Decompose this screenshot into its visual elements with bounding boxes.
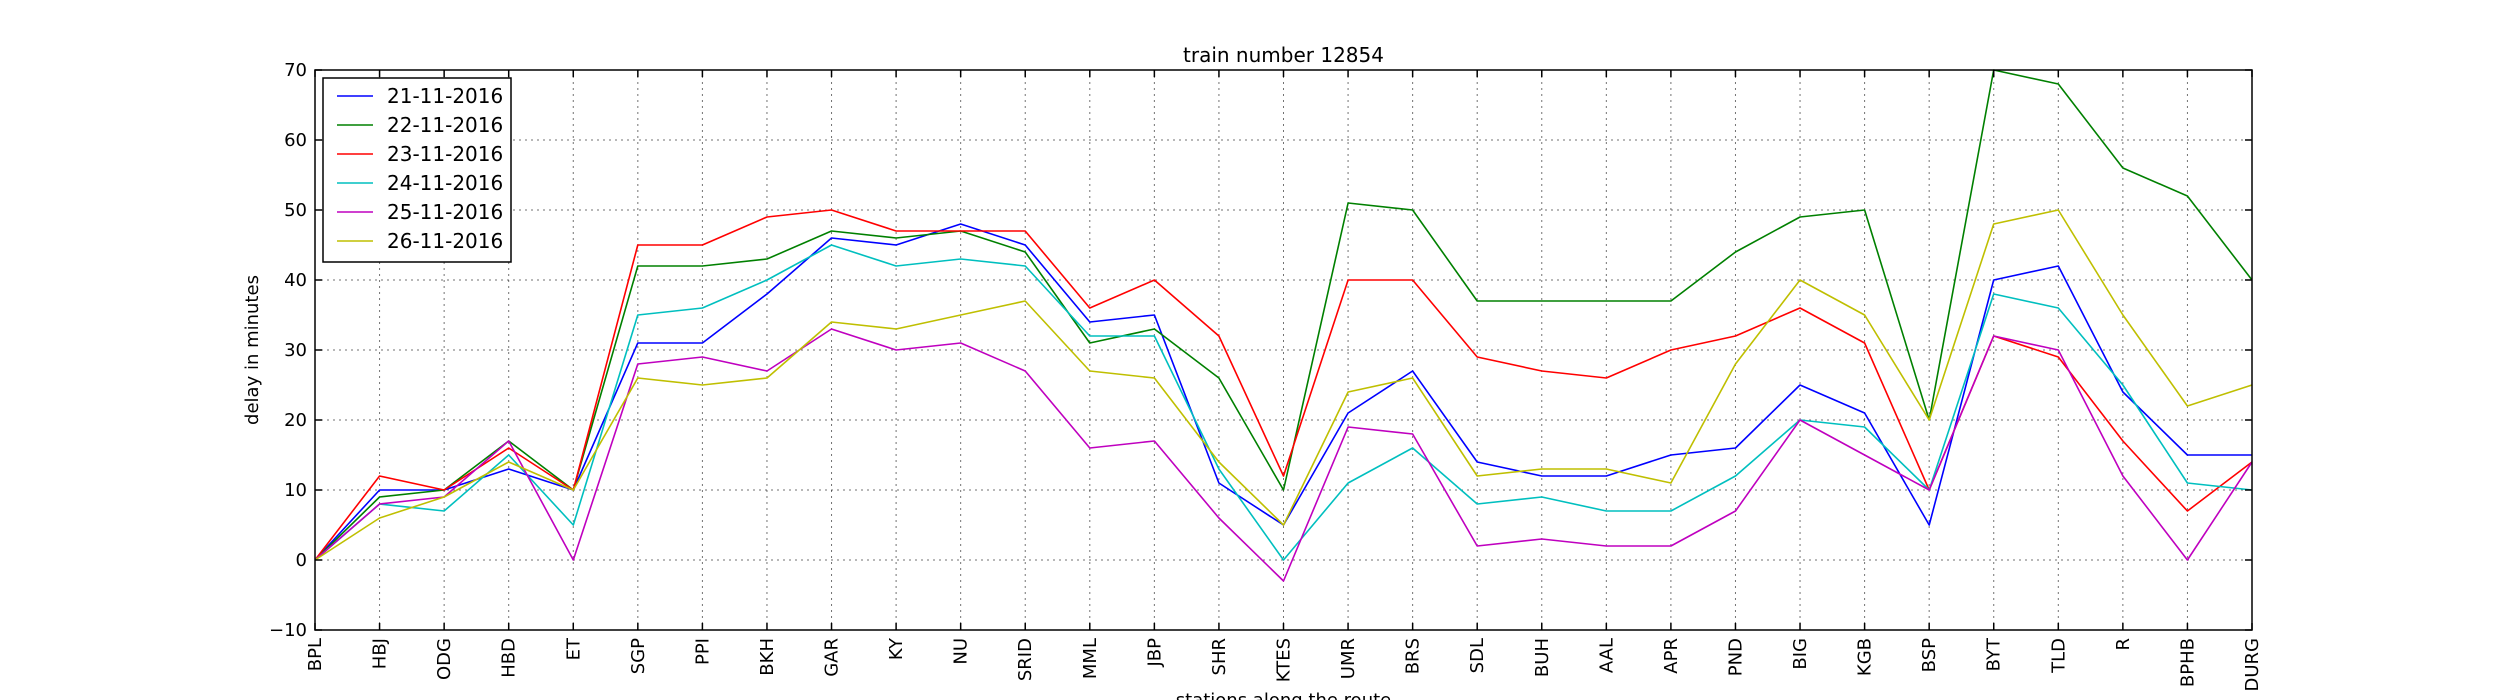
x-tick-label: JBP	[1144, 638, 1165, 668]
x-tick-label: AAL	[1596, 638, 1617, 673]
x-tick-label: PPI	[692, 638, 713, 665]
legend-label: 21-11-2016	[387, 84, 503, 108]
legend-label: 26-11-2016	[387, 229, 503, 253]
x-tick-label: BPHB	[2177, 638, 2198, 687]
y-tick-label: 20	[284, 410, 307, 431]
x-tick-label: BSP	[1919, 638, 1940, 672]
y-tick-label: 10	[284, 480, 307, 501]
x-tick-label: KTES	[1274, 638, 1295, 682]
x-tick-label: BKH	[757, 638, 778, 676]
legend: 21-11-2016 22-11-2016 23-11-2016 24-11-2016…	[322, 77, 512, 263]
x-tick-label: ET	[563, 637, 584, 660]
x-tick-label: SRID	[1015, 638, 1036, 681]
x-tick-label: UMR	[1338, 638, 1359, 679]
x-tick-label: SDL	[1467, 638, 1488, 673]
x-tick-label: PND	[1725, 638, 1746, 676]
x-tick-label: TLD	[2048, 638, 2069, 674]
y-tick-label: 40	[284, 270, 307, 291]
y-tick-label: 0	[296, 550, 307, 571]
y-tick-label: 70	[284, 60, 307, 81]
x-tick-label: SHR	[1209, 638, 1230, 675]
x-tick-label: BYT	[1984, 637, 2005, 671]
x-tick-label: APR	[1661, 638, 1682, 674]
series-lines	[314, 69, 2253, 582]
x-tick-label: KGB	[1855, 638, 1876, 676]
x-tick-label: HBD	[499, 638, 520, 678]
x-tick-label: ODG	[434, 638, 455, 680]
legend-label: 25-11-2016	[387, 200, 503, 224]
x-tick-label: BPL	[305, 638, 326, 671]
y-tick-label: 50	[284, 200, 307, 221]
legend-label: 23-11-2016	[387, 142, 503, 166]
x-tick-label: BUH	[1532, 638, 1553, 677]
series-line-25-11-2016	[314, 328, 2253, 582]
x-tick-label: R	[2113, 638, 2134, 651]
legend-label: 22-11-2016	[387, 113, 503, 137]
y-tick-label: −10	[269, 620, 307, 641]
x-tick-label: MML	[1080, 638, 1101, 679]
x-tick-label: GAR	[822, 638, 843, 677]
x-tick-label: SGP	[628, 638, 649, 674]
x-tick-label: BIG	[1790, 638, 1811, 670]
chart-title: train number 12854	[1183, 43, 1384, 67]
y-axis-label: delay in minutes	[242, 275, 263, 425]
y-tick-label: 30	[284, 340, 307, 361]
series-line-26-11-2016	[314, 209, 2253, 561]
y-tick-label: 60	[284, 130, 307, 151]
legend-box	[322, 77, 512, 263]
x-tick-label: HBJ	[370, 638, 391, 669]
x-tick-label: DURG	[2242, 638, 2263, 692]
legend-label: 24-11-2016	[387, 171, 503, 195]
x-tick-label: NU	[951, 638, 972, 665]
axis-ticks: BPL HBJ ODG HBD ET SGP PPI BKH GAR KY NU SRID MML JBP…	[269, 60, 2263, 692]
grid	[314, 69, 2253, 631]
x-tick-label: BRS	[1403, 638, 1424, 674]
x-axis-label: stations along the route	[1176, 690, 1391, 700]
x-tick-label: KY	[886, 637, 907, 660]
